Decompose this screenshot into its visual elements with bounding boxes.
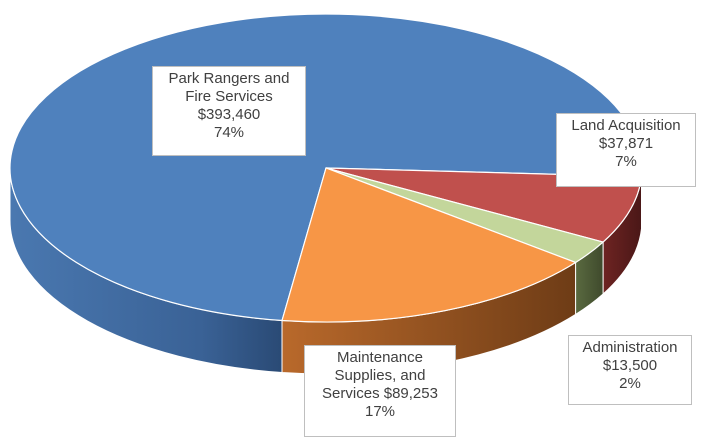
data-label-park-rangers: Park Rangers and Fire Services $393,460 …: [152, 66, 306, 156]
data-label-maintenance: Maintenance Supplies, and Services $89,2…: [304, 345, 456, 437]
pie-tops: [9, 13, 643, 323]
data-label-administration: Administration $13,500 2%: [568, 335, 692, 405]
pie-slice-maintenance: [281, 167, 577, 323]
data-label-land-acquisition: Land Acquisition $37,871 7%: [556, 113, 696, 187]
